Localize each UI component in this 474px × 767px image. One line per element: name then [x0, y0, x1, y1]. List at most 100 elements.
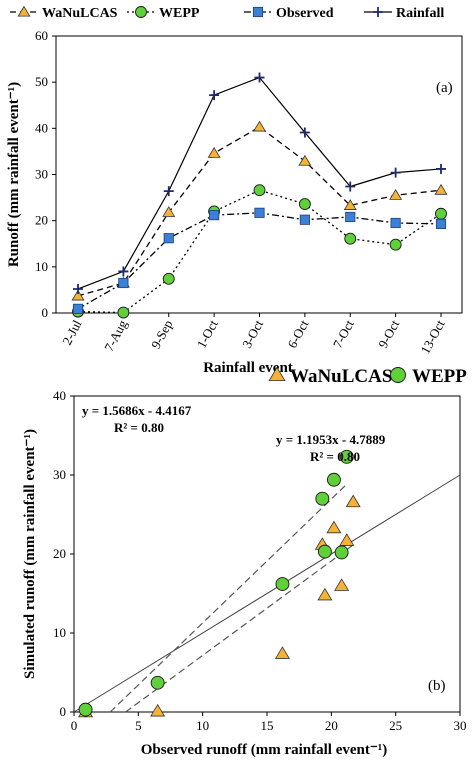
legend-label-wanulcas: WaNuLCAS: [290, 366, 392, 387]
x-tick-label-a: 7-Aug: [101, 317, 130, 354]
point-observed: [345, 211, 356, 223]
point-rainfall: [436, 163, 446, 174]
y-axis-label-a: Runoff (mm rainfall event⁻¹): [6, 82, 22, 267]
legend-label-wepp: WEPP: [412, 366, 467, 387]
point-rainfall: [73, 283, 83, 294]
x-tick-label-a: 9-Sep: [148, 317, 175, 351]
point-wepp: [162, 272, 175, 285]
y-tick-label-a: 20: [35, 213, 48, 228]
panel-label-b: (b): [428, 678, 446, 694]
point-wepp: [339, 449, 354, 464]
point-wanulcas: [162, 206, 176, 217]
point-wepp: [78, 702, 93, 717]
x-tick-label-b: 30: [454, 718, 467, 733]
point-rainfall: [345, 181, 356, 192]
fit-line-wepp: [109, 483, 348, 713]
fit-lines-b: [73, 474, 461, 713]
y-tick-label-a: 0: [42, 305, 49, 320]
x-tick-label-a: 2-Jul: [59, 317, 85, 347]
y-tick-label-b: 0: [60, 704, 67, 719]
point-rainfall: [390, 167, 401, 178]
point-wanulcas: [298, 154, 312, 166]
plot-area-b: [73, 395, 461, 713]
point-wanulcas: [334, 578, 350, 591]
axes-a: 0 10 20 30 40 50 60 2-Jul 7-Aug 9-Sep 1-Oct 3-Oct 6-…: [35, 28, 448, 356]
point-wanulcas: [389, 188, 403, 200]
point-wepp: [435, 207, 447, 220]
x-tick-label-a: 13-Oct: [417, 317, 447, 356]
point-wepp: [298, 198, 311, 210]
x-tick-label-b: 10: [196, 718, 209, 733]
point-observed: [209, 210, 220, 221]
point-wepp: [275, 577, 290, 591]
one-to-one-line: [73, 474, 461, 713]
point-wanulcas: [317, 587, 333, 601]
point-wepp: [344, 232, 357, 245]
series-a: [71, 72, 448, 319]
legend-marker-rainfall: [373, 7, 383, 17]
y-tick-label-a: 50: [35, 74, 48, 89]
point-wepp: [334, 545, 349, 560]
x-tick-label-a: 6-Oct: [284, 317, 311, 351]
point-rainfall: [118, 266, 129, 277]
legend-marker-wanulcas: [17, 5, 31, 17]
fit-equation-wepp: y = 1.5686x - 4.4167: [82, 403, 192, 418]
legend-b: WaNuLCAS WEPP: [268, 366, 467, 387]
point-wepp: [326, 472, 341, 487]
fit-equation-wanulcas: y = 1.1953x - 4.7889: [276, 432, 386, 447]
point-wepp: [315, 491, 330, 506]
series-b: [78, 449, 361, 718]
point-wanulcas: [207, 146, 221, 158]
series-line-rainfall: [77, 76, 442, 290]
point-wepp: [253, 184, 266, 197]
legend-marker-wepp: [390, 367, 406, 383]
y-tick-label-a: 40: [35, 120, 48, 135]
point-wanulcas: [434, 183, 448, 195]
point-observed: [72, 303, 84, 314]
point-observed: [118, 277, 129, 289]
point-rainfall: [163, 186, 174, 197]
point-wanulcas: [253, 120, 266, 132]
legend-label-observed: Observed: [276, 6, 334, 21]
point-observed: [163, 233, 174, 244]
x-tick-label-b: 5: [135, 718, 142, 733]
scatter-simulated-vs-observed: WaNuLCAS WEPP 0 10 20 30 40 0 5 10 15 20 25 30 y = 1…: [22, 366, 467, 758]
point-rainfall: [254, 72, 265, 83]
point-rainfall: [299, 127, 310, 138]
fit-r2-wanulcas: R² = 0.80: [310, 449, 360, 464]
y-tick-label-b: 10: [53, 625, 66, 640]
series-line-observed: [77, 212, 442, 310]
line-chart-runoff-by-event: WaNuLCAS WEPP Observed Rainfall 0 10 20 30 40 50…: [6, 5, 463, 376]
point-wanulcas: [274, 646, 290, 659]
point-wanulcas: [150, 703, 166, 717]
x-tick-label-b: 20: [325, 718, 338, 733]
point-observed: [299, 214, 310, 225]
point-observed: [254, 207, 265, 218]
x-tick-label-b: 15: [261, 718, 274, 733]
axes-b: 0 10 20 30 40 0 5 10 15 20 25 30: [53, 388, 467, 733]
legend-label-wanulcas: WaNuLCAS: [42, 6, 118, 21]
point-rainfall: [209, 90, 220, 101]
legend-a: WaNuLCAS WEPP Observed Rainfall: [10, 5, 444, 21]
x-tick-label-a: 9-Oct: [375, 317, 402, 351]
point-wanulcas: [71, 289, 85, 301]
point-wanulcas: [326, 520, 342, 534]
x-tick-label-a: 3-Oct: [239, 317, 266, 351]
point-wepp: [317, 544, 332, 559]
point-wepp: [117, 306, 130, 319]
y-tick-label-b: 40: [53, 388, 66, 403]
y-tick-label-a: 10: [35, 259, 48, 274]
x-tick-label-a: 7-Oct: [330, 317, 357, 351]
series-line-wanulcas: [77, 126, 442, 297]
x-axis-label-a: Rainfall event: [203, 360, 293, 376]
x-axis-label-b: Observed runoff (mm rainfall event⁻¹): [141, 742, 388, 758]
x-tick-label-b: 0: [71, 718, 78, 733]
legend-label-rainfall: Rainfall: [396, 6, 444, 21]
y-tick-label-a: 30: [35, 167, 48, 182]
y-tick-label-a: 60: [35, 28, 48, 43]
y-tick-label-b: 30: [53, 467, 66, 482]
point-wanulcas: [343, 199, 357, 210]
legend-marker-wepp: [135, 6, 147, 18]
legend-label-wepp: WEPP: [159, 6, 200, 21]
